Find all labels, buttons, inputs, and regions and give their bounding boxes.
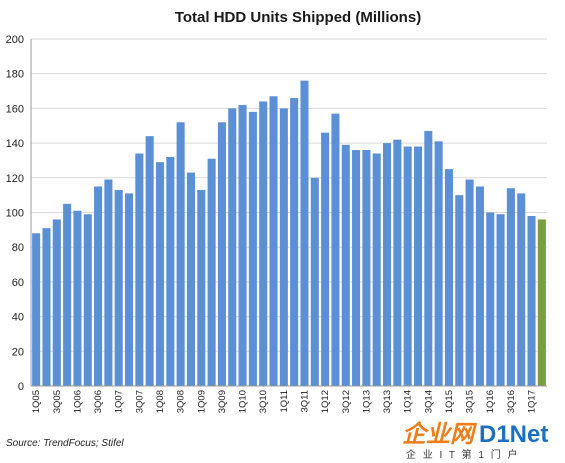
x-tick-label: 1Q11 <box>279 390 290 413</box>
bar-3Q07 <box>135 153 144 386</box>
x-tick-label: 3Q12 <box>341 390 352 413</box>
watermark-tagline: 企 业 I T 第 1 门 户 <box>406 448 520 461</box>
bar-1Q12 <box>321 132 330 386</box>
x-tick-label: 3Q14 <box>423 390 434 413</box>
bar-1Q13 <box>362 150 371 386</box>
bar-1Q14 <box>403 146 412 386</box>
bar-2Q12 <box>331 113 340 386</box>
x-tick-label: 1Q09 <box>196 390 207 413</box>
bar-3Q15 <box>465 179 474 386</box>
bar-3Q13 <box>383 143 392 386</box>
x-tick-label: 1Q05 <box>31 390 42 413</box>
bar-2Q07 <box>125 193 134 386</box>
x-tick-label: 1Q16 <box>485 390 496 413</box>
bar-4Q15 <box>475 186 484 386</box>
bar-3Q08 <box>176 122 185 386</box>
bar-1Q15 <box>444 169 453 386</box>
x-tick-label: 1Q15 <box>444 390 455 413</box>
y-tick-label: 60 <box>12 277 24 289</box>
bar-2Q05 <box>42 228 51 386</box>
bar-3Q09 <box>217 122 226 386</box>
bar-1Q17 <box>527 215 536 386</box>
watermark-logo: 企业网 D1Net 企 业 I T 第 1 门 户 <box>402 421 548 461</box>
bar-2Q16 <box>496 214 505 386</box>
bar-1Q08 <box>155 162 165 386</box>
y-tick-label: 0 <box>18 381 24 393</box>
bar-3Q12 <box>341 144 350 386</box>
x-tick-label: 1Q08 <box>155 390 166 413</box>
x-tick-label: 1Q12 <box>320 390 331 413</box>
bars <box>32 80 546 387</box>
x-tick-label: 3Q05 <box>52 390 63 413</box>
bar-3Q11 <box>300 80 309 386</box>
chart-title: Total HDD Units Shipped (Millions) <box>175 9 421 26</box>
x-tick-label: 3Q13 <box>382 390 393 413</box>
x-tick-label: 1Q10 <box>238 390 249 413</box>
watermark-brand-a: 企业网 <box>402 421 478 448</box>
bar-1Q07 <box>114 189 123 386</box>
y-tick-label: 40 <box>12 312 24 324</box>
x-tick-label: 1Q17 <box>527 390 538 413</box>
bar-2Q09 <box>207 158 216 386</box>
bar-2Q15 <box>455 195 464 386</box>
bar-1Q09 <box>197 189 206 386</box>
y-tick-label: 100 <box>6 208 24 220</box>
y-tick-label: 180 <box>6 69 24 81</box>
bar-1Q16 <box>486 212 495 386</box>
x-tick-label: 3Q09 <box>217 390 228 413</box>
bar-4Q08 <box>186 172 195 386</box>
y-tick-label: 80 <box>12 242 24 254</box>
bar-4Q05 <box>63 203 72 386</box>
y-axis-ticks: 0 20 40 60 80 100 120 140 160 180 200 <box>6 34 24 393</box>
bar-3Q06 <box>94 186 103 386</box>
source-note: Source: TrendFocus; Stifel <box>6 438 124 449</box>
bar-1Q06 <box>73 210 82 386</box>
bar-3Q16 <box>506 188 515 386</box>
bar-4Q12 <box>352 150 361 386</box>
bar-2Q08 <box>166 156 175 386</box>
x-tick-label: 3Q16 <box>506 390 517 413</box>
y-tick-label: 160 <box>6 103 24 115</box>
bar-4Q06 <box>104 179 113 386</box>
bar-4Q10 <box>269 96 278 386</box>
bar-4Q11 <box>310 177 319 386</box>
bar-2Q17 <box>537 219 546 386</box>
x-tick-label: 3Q10 <box>258 390 269 413</box>
x-axis-ticks: 1Q05 3Q05 1Q06 3Q06 1Q07 3Q07 1Q08 3Q08 1Q09 3Q09… <box>31 390 537 413</box>
bar-2Q13 <box>372 153 381 386</box>
bar-1Q11 <box>279 108 288 387</box>
y-tick-label: 200 <box>6 34 24 46</box>
x-tick-label: 3Q07 <box>134 390 145 413</box>
bar-4Q09 <box>228 108 237 387</box>
x-tick-label: 3Q11 <box>300 390 311 413</box>
bar-2Q14 <box>413 146 423 386</box>
bar-3Q10 <box>259 101 268 387</box>
axes <box>30 39 547 387</box>
watermark-brand-b: D1Net <box>479 421 548 448</box>
y-tick-label: 120 <box>6 173 24 185</box>
bar-2Q11 <box>290 97 299 387</box>
bar-3Q14 <box>424 130 433 386</box>
bar-4Q14 <box>434 141 443 386</box>
y-tick-label: 20 <box>12 346 24 358</box>
x-tick-label: 3Q06 <box>93 390 104 413</box>
bar-1Q05 <box>32 233 41 386</box>
bar-1Q10 <box>238 104 247 387</box>
bar-3Q05 <box>52 219 61 386</box>
x-tick-label: 1Q14 <box>403 390 414 413</box>
x-tick-label: 1Q07 <box>114 390 125 413</box>
bar-4Q13 <box>393 139 402 386</box>
x-tick-label: 3Q08 <box>176 390 187 413</box>
bar-2Q06 <box>83 214 92 386</box>
y-tick-label: 140 <box>6 138 24 150</box>
x-tick-label: 1Q13 <box>361 390 372 413</box>
bar-4Q16 <box>517 193 526 386</box>
x-tick-label: 1Q06 <box>72 390 83 413</box>
x-tick-label: 3Q15 <box>465 390 476 413</box>
bar-2Q10 <box>248 111 257 387</box>
bar-4Q07 <box>145 136 154 386</box>
